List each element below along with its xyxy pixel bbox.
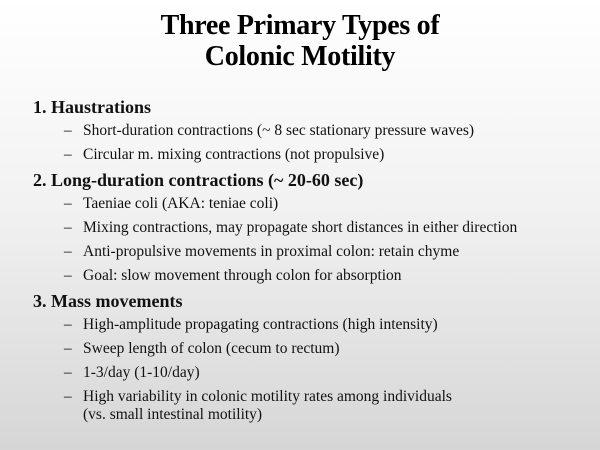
bullet-text: Goal: slow movement through colon for ab… [83,267,402,284]
bullet-text: High-amplitude propagating contractions … [83,316,438,333]
section-mass-movements: 3. Mass movements – High-amplitude propa… [33,291,593,424]
list-item: – Sweep length of colon (cecum to rectum… [33,340,593,358]
bullet-dash: – [64,146,72,163]
bullet-dash: – [64,388,72,405]
section-long-duration-contractions: 2. Long-duration contractions (~ 20-60 s… [33,170,593,285]
bullet-text: Short-duration contractions (~ 8 sec sta… [83,122,475,139]
bullet-dash: – [64,243,72,260]
bullet-text: High variability in colonic motility rat… [83,388,452,405]
bullet-text-continuation: (vs. small intestinal motility) [83,406,263,423]
bullet-dash: – [64,267,72,284]
bullet-text: 1-3/day (1-10/day) [83,364,200,381]
list-item: – High variability in colonic motility r… [33,388,593,424]
bullet-dash: – [64,316,72,333]
list-item: – Mixing contractions, may propagate sho… [33,219,593,237]
list-item: – High-amplitude propagating contraction… [33,316,593,334]
list-item: – Anti-propulsive movements in proximal … [33,243,593,261]
bullet-dash: – [64,195,72,212]
slide-title-line-1: Three Primary Types of [160,10,440,41]
bullet-text: Taeniae coli (AKA: teniae coli) [83,195,279,212]
bullet-text: Sweep length of colon (cecum to rectum) [83,340,340,357]
section-haustrations: 1. Haustrations – Short-duration contrac… [33,97,593,164]
section-heading: 2. Long-duration contractions (~ 20-60 s… [33,170,364,190]
bullet-text: Anti-propulsive movements in proximal co… [83,243,460,260]
section-heading: 1. Haustrations [33,97,152,117]
bullet-text: Circular m. mixing contractions (not pro… [83,146,385,163]
bullet-dash: – [64,340,72,357]
bullet-dash: – [64,219,72,236]
slide-title-line-2: Colonic Motility [204,41,396,72]
bullet-text: Mixing contractions, may propagate short… [83,219,518,236]
list-item: – Short-duration contractions (~ 8 sec s… [33,122,593,140]
section-heading: 3. Mass movements [33,291,183,311]
list-item: – 1-3/day (1-10/day) [33,364,593,382]
slide-body: 1. Haustrations – Short-duration contrac… [33,97,593,430]
list-item: – Taeniae coli (AKA: teniae coli) [33,195,593,213]
bullet-dash: – [64,364,72,381]
slide-title: Three Primary Types of Colonic Motility [0,10,600,72]
list-item: – Goal: slow movement through colon for … [33,267,593,285]
list-item: – Circular m. mixing contractions (not p… [33,146,593,164]
bullet-dash: – [64,122,72,139]
